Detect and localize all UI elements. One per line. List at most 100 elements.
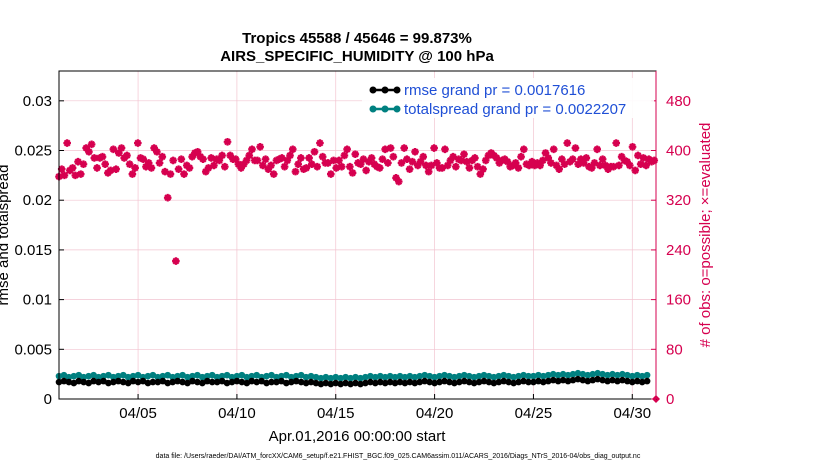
obs-point (631, 166, 640, 175)
totalspread-point (485, 372, 493, 380)
obs-point (280, 162, 289, 171)
obs-point (259, 161, 267, 170)
totalspread-point (327, 374, 335, 382)
totalspread-point (490, 373, 498, 381)
obs-point (392, 174, 400, 182)
totalspread-point (278, 372, 285, 380)
obs-point (547, 159, 555, 167)
rmse-point (115, 377, 122, 385)
obs-point (650, 156, 659, 165)
rmse-point (223, 379, 231, 387)
rmse-point (569, 376, 577, 384)
totalspread-point (594, 369, 601, 377)
totalspread-point (169, 373, 176, 381)
totalspread-point (579, 370, 587, 378)
obs-point (313, 162, 322, 171)
rmse-point (273, 378, 280, 386)
obs-point (237, 164, 245, 172)
obs-point (147, 164, 156, 172)
obs-point (134, 139, 142, 147)
totalspread-point (248, 372, 256, 380)
obs-point (142, 162, 150, 171)
rmse-point (619, 376, 626, 384)
obs-point (297, 154, 305, 162)
totalspread-point (495, 372, 503, 380)
totalspread-point (337, 374, 344, 382)
totalspread-point (549, 370, 557, 378)
rmse-point (564, 377, 572, 385)
rmse-point (332, 379, 340, 387)
obs-point (351, 150, 360, 159)
rmse-point (426, 378, 433, 386)
totalspread-point (367, 372, 374, 380)
rmse-point (386, 378, 394, 386)
rmse-point (352, 379, 359, 387)
obs-point (397, 159, 406, 167)
totalspread-point (628, 372, 636, 380)
rmse-point (446, 378, 453, 386)
totalspread-point (110, 373, 117, 381)
obs-point (267, 161, 275, 170)
rmse-point (85, 379, 92, 387)
obs-point (204, 164, 213, 172)
obs-point (291, 167, 300, 176)
totalspread-point (609, 370, 616, 378)
rmse-point (164, 379, 172, 387)
obs-point (123, 151, 131, 160)
obs-point (443, 161, 452, 170)
totalspread-point (184, 373, 191, 381)
rmse-point (322, 379, 330, 387)
obs-point (386, 144, 395, 152)
obs-point (340, 151, 349, 160)
totalspread-point (233, 372, 241, 380)
rmse-point (65, 378, 73, 386)
totalspread-point (446, 372, 453, 380)
rmse-point (90, 377, 97, 385)
totalspread-point (500, 371, 508, 379)
totalspread-point (480, 371, 488, 379)
totalspread-point (633, 371, 641, 379)
totalspread-point (75, 371, 83, 379)
totalspread-point (85, 372, 92, 380)
obs-point (327, 170, 335, 178)
obs-point (98, 152, 107, 161)
obs-point (82, 144, 90, 152)
obs-point (172, 257, 180, 265)
rmse-point (100, 377, 107, 385)
y-axis-right-label: # of obs: o=possible; ×=evaluated (697, 123, 714, 348)
obs-point (394, 177, 403, 186)
obs-point (302, 164, 311, 172)
legend-rmse-marker (393, 86, 401, 94)
totalspread-point (253, 371, 260, 379)
obs-point (617, 152, 626, 161)
totalspread-point (381, 373, 389, 381)
obs-point (93, 164, 101, 172)
y-right-tick-label: 320 (666, 192, 691, 209)
legend-spread-marker (393, 105, 401, 113)
obs-point (166, 170, 175, 178)
rmse-point (194, 378, 201, 386)
rmse-point (169, 378, 176, 386)
x-tick-label: 04/10 (218, 405, 256, 422)
obs-point (479, 165, 487, 173)
obs-point (210, 161, 218, 170)
totalspread-point (604, 371, 611, 379)
y-right-tick-label: 0 (666, 391, 674, 408)
rmse-point (208, 378, 216, 386)
rmse-point (367, 378, 374, 386)
totalspread-point (243, 373, 251, 381)
totalspread-point (164, 371, 172, 379)
totalspread-point (342, 373, 349, 381)
rmse-point (105, 379, 112, 387)
rmse-point (416, 378, 424, 386)
totalspread-point (470, 373, 478, 381)
totalspread-point (376, 372, 384, 380)
obs-point (416, 157, 425, 166)
totalspread-point (643, 371, 651, 379)
obs-point (131, 164, 139, 172)
obs-point (177, 155, 186, 164)
totalspread-point (213, 373, 221, 381)
totalspread-point (554, 371, 562, 379)
obs-point (318, 152, 327, 161)
totalspread-point (599, 370, 606, 378)
